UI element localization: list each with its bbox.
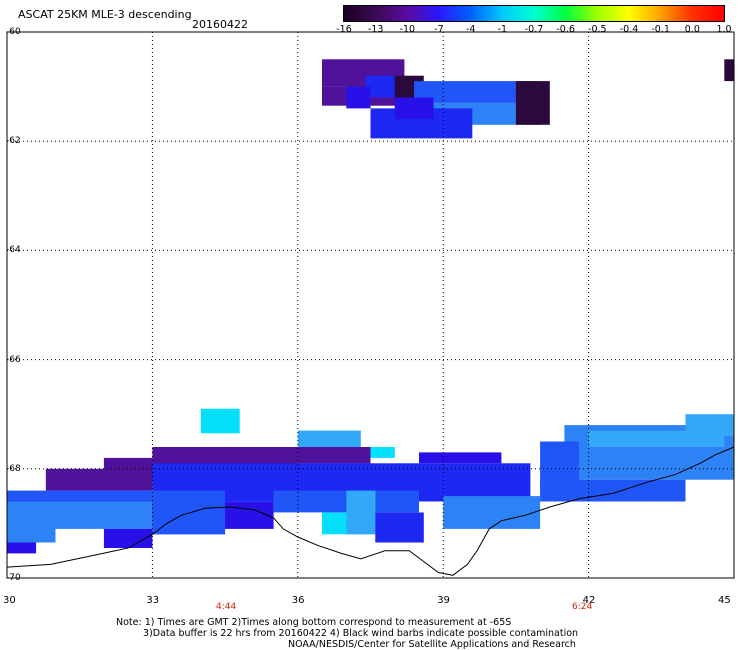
colorbar-label: -0.4	[619, 24, 639, 35]
y-axis-label: -64	[6, 245, 21, 256]
wind-cell	[685, 414, 734, 436]
y-axis-label: -70	[6, 573, 21, 583]
note-line-2: 3)Data buffer is 22 hrs from 20160422 4)…	[143, 628, 579, 639]
colorbar-label: 0.0	[684, 24, 700, 35]
wind-cell	[394, 97, 434, 120]
wind-cell	[7, 542, 37, 554]
colorbar-label: -10	[399, 24, 416, 35]
time-label-1: 4:44	[216, 602, 237, 612]
product-title: ASCAT 25KM MLE-3 descending	[18, 8, 192, 21]
colorbar-label: -1	[497, 24, 508, 35]
map-frame	[6, 31, 735, 579]
wind-cell	[346, 490, 376, 535]
wind-cell	[419, 452, 502, 464]
time-label-2: 6:24	[572, 602, 593, 612]
colorbar-label: 1.0	[716, 24, 732, 35]
wind-cell	[443, 496, 541, 529]
x-axis-label: 39	[437, 595, 450, 606]
wind-cells	[7, 59, 734, 554]
wind-cell	[588, 430, 725, 447]
coastline	[6, 446, 735, 576]
colorbar-label: -0.5	[588, 24, 607, 35]
y-axis-label: -68	[6, 463, 21, 474]
y-axis-label: -66	[6, 354, 21, 365]
wind-cell	[297, 430, 361, 447]
wind-cell	[7, 501, 56, 543]
colorbar	[343, 5, 725, 22]
x-axis-label: 33	[146, 595, 160, 606]
colorbar-label: -0.1	[651, 24, 670, 35]
colorbar-label: -13	[367, 24, 384, 35]
wind-cell	[45, 468, 153, 491]
wind-cell	[103, 528, 153, 548]
wind-cell	[375, 512, 424, 543]
wind-cell	[55, 501, 153, 529]
wind-cell	[346, 447, 395, 458]
note-line-1: Note: 1) Times are GMT 2)Times along bot…	[116, 617, 512, 628]
colorbar-gradient	[344, 6, 724, 21]
wind-cell	[152, 501, 226, 535]
wind-cell	[515, 81, 550, 125]
wind-cell	[540, 479, 686, 502]
colorbar-label: -7	[434, 24, 444, 35]
y-axis-label: -60	[6, 27, 21, 37]
x-axis-label: 45	[718, 595, 731, 606]
colorbar-label: -4	[465, 24, 476, 35]
wind-cell	[365, 75, 395, 98]
wind-cell	[346, 86, 371, 109]
colorbar-label: -16	[336, 24, 352, 35]
colorbar-label: -0.6	[556, 24, 575, 35]
x-axis-label: 30	[3, 595, 16, 606]
x-axis-label: 42	[582, 595, 596, 606]
note-line-3: NOAA/NESDIS/Center for Satellite Applica…	[288, 639, 576, 650]
wind-cell	[724, 59, 734, 82]
colorbar-label: -0.7	[524, 24, 544, 35]
wind-cell	[200, 408, 240, 434]
y-axis-label: -62	[6, 136, 21, 147]
wind-cell	[414, 81, 541, 103]
x-axis-label: 36	[291, 595, 305, 606]
grid-lines	[7, 32, 734, 578]
product-date: 20160422	[192, 18, 248, 31]
